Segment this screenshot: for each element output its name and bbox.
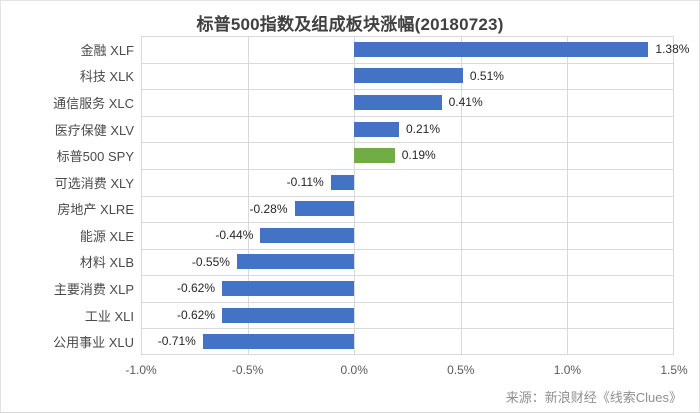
gridline-horizontal — [141, 63, 674, 64]
category-label-4: 标普500 SPY — [56, 149, 134, 165]
value-label: 0.19% — [401, 148, 436, 163]
bar-1 — [354, 68, 463, 84]
value-label: -0.28% — [249, 201, 288, 216]
value-label: 0.21% — [405, 121, 440, 136]
plot-area: 1.38% 0.51% 0.41% 0.21% 0.19% -0.11% -0.28% -0.… — [141, 36, 689, 355]
value-label: 0.51% — [469, 68, 504, 83]
chart-title: 标普500指数及组成板块涨幅(20180723) — [196, 15, 504, 34]
gridline-vertical — [673, 36, 674, 355]
bar-11 — [202, 334, 355, 350]
category-label-9: 主要消费 XLP — [53, 281, 134, 297]
x-axis: -1.0% -0.5% 0.0% 0.5% 1.0% 1.5% — [125, 363, 687, 379]
category-label-6: 房地产 XLRE — [57, 202, 134, 218]
gridline-horizontal — [141, 116, 674, 117]
gridline-horizontal — [141, 36, 674, 37]
bar-0 — [354, 41, 649, 57]
x-tick-label: 1.5% — [660, 363, 688, 377]
gridline-horizontal — [141, 142, 674, 143]
bar-9 — [222, 281, 355, 297]
category-label-1: 科技 XLK — [79, 69, 134, 85]
gridline-vertical — [567, 36, 568, 355]
gridline-horizontal — [141, 89, 674, 90]
value-label: -0.62% — [176, 307, 216, 322]
gridline-horizontal — [141, 275, 674, 276]
y-axis-category-labels: 金融 XLF 科技 XLK 通信服务 XLC 医疗保健 XLV 标普500 SPY 可选消… — [1, 36, 134, 355]
gridline-horizontal — [141, 354, 674, 355]
x-tick-label: 0.0% — [340, 363, 368, 377]
value-label: -0.55% — [191, 254, 230, 269]
category-label-0: 金融 XLF — [80, 42, 134, 58]
bar-7 — [260, 227, 355, 243]
bar-3 — [354, 121, 399, 137]
category-label-7: 能源 XLE — [79, 228, 134, 244]
category-label-8: 材料 XLB — [79, 255, 134, 271]
gridline-vertical — [141, 36, 142, 355]
category-label-2: 通信服务 XLC — [53, 95, 134, 111]
bar-10 — [222, 307, 355, 323]
value-label: -0.11% — [286, 174, 324, 189]
gridline-horizontal — [141, 196, 674, 197]
bar-5 — [330, 174, 355, 190]
bar-4 — [354, 148, 395, 164]
value-label: 0.41% — [448, 95, 483, 110]
source-note: 来源：新浪财经《线索Clues》 — [505, 390, 682, 405]
category-label-10: 工业 XLI — [84, 308, 134, 324]
gridline-vertical — [248, 36, 249, 355]
gridline-vertical — [461, 36, 462, 355]
gridline-horizontal — [141, 222, 674, 223]
gridline-horizontal — [141, 249, 674, 250]
gridline-vertical — [354, 36, 355, 355]
category-label-5: 可选消费 XLY — [54, 175, 134, 191]
gridline-horizontal — [141, 169, 674, 170]
x-tick-label: -0.5% — [231, 363, 264, 377]
category-label-3: 医疗保健 XLV — [54, 122, 134, 138]
value-label: -0.62% — [176, 281, 216, 296]
bar-8 — [236, 254, 355, 270]
x-tick-label: 1.0% — [553, 363, 582, 377]
value-label: 1.38% — [655, 42, 690, 56]
x-tick-label: -1.0% — [125, 363, 157, 377]
value-label: -0.71% — [157, 334, 196, 349]
bar-2 — [354, 94, 442, 110]
bar-6 — [294, 201, 355, 217]
gridline-horizontal — [141, 302, 674, 303]
x-tick-label: 0.5% — [447, 363, 475, 377]
value-label: -0.44% — [215, 228, 254, 243]
category-label-11: 公用事业 XLU — [53, 335, 134, 351]
gridline-horizontal — [141, 328, 674, 329]
